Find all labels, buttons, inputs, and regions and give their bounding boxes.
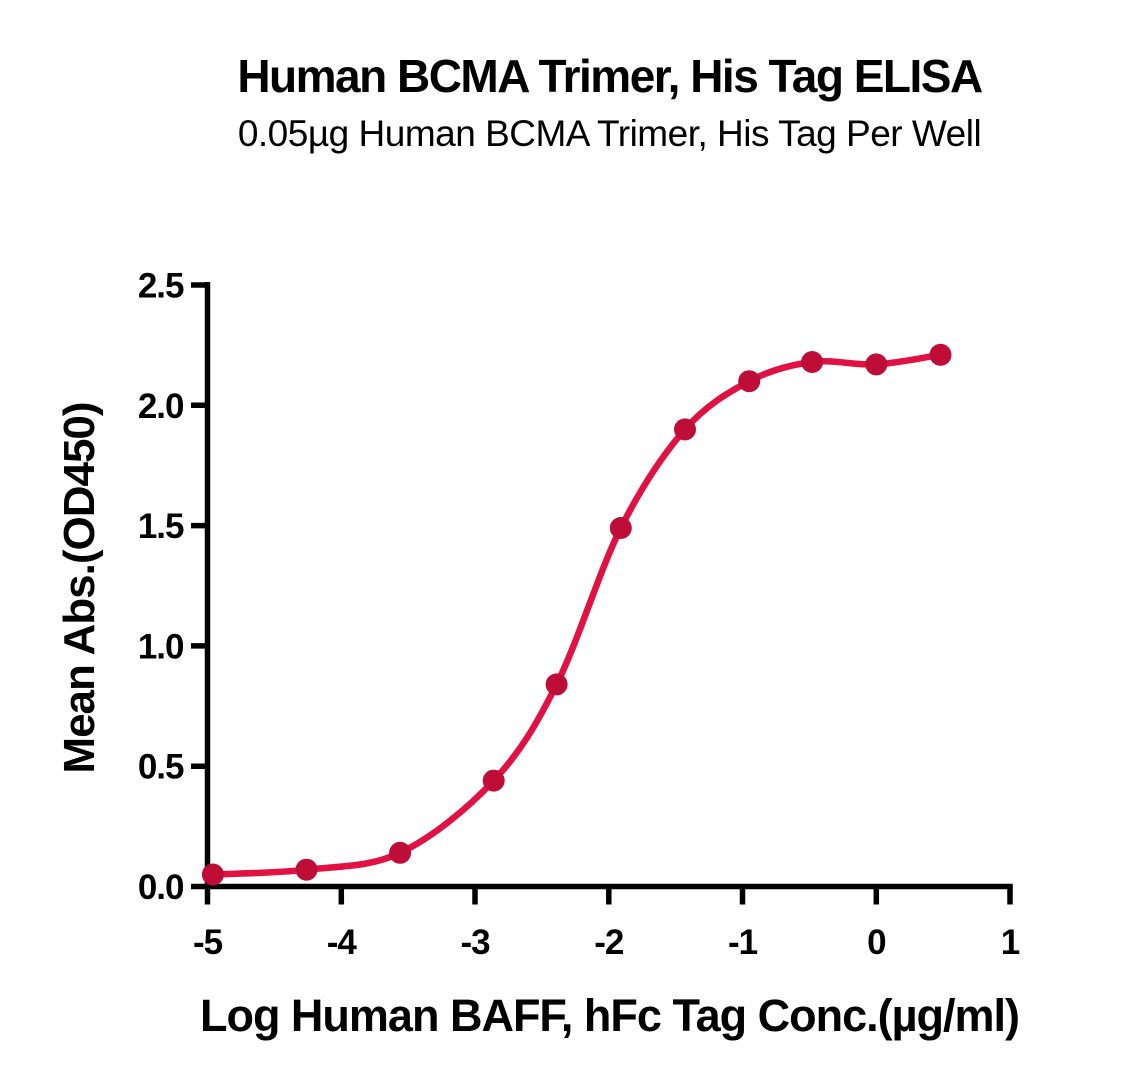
fit-curve xyxy=(209,351,944,878)
data-point xyxy=(389,841,412,864)
y-tick-label: 0.5 xyxy=(138,748,184,787)
x-tick-label: -2 xyxy=(594,923,624,962)
chart-title: Human BCMA Trimer, His Tag ELISA xyxy=(237,50,983,102)
data-point xyxy=(482,769,505,792)
data-point xyxy=(674,418,696,441)
data-point xyxy=(545,673,568,696)
y-tick-label: 1.0 xyxy=(138,627,184,666)
x-tick-label: 1 xyxy=(1001,923,1020,962)
data-point xyxy=(609,517,632,539)
x-tick-label: -1 xyxy=(728,923,758,962)
y-axis-title: Mean Abs.(OD450) xyxy=(55,402,104,774)
chart-subtitle: 0.05µg Human BCMA Trimer, His Tag Per We… xyxy=(237,113,982,154)
x-axis-title: Log Human BAFF, hFc Tag Conc.(µg/ml) xyxy=(199,990,1020,1041)
x-tick-label: -5 xyxy=(193,923,223,962)
y-tick-label: 2.5 xyxy=(138,267,184,306)
data-point xyxy=(738,370,761,393)
data-point xyxy=(295,858,318,881)
y-tick-label: 1.5 xyxy=(138,507,184,546)
data-point xyxy=(801,351,824,373)
y-tick-label: 2.0 xyxy=(138,387,184,426)
x-tick-label: -4 xyxy=(327,923,358,962)
y-tick-label: 0.0 xyxy=(138,868,184,907)
data-point xyxy=(929,343,952,366)
data-point xyxy=(865,353,888,376)
x-tick-label: -3 xyxy=(460,923,490,962)
data-point xyxy=(201,863,224,886)
x-tick-label: 0 xyxy=(867,923,886,962)
